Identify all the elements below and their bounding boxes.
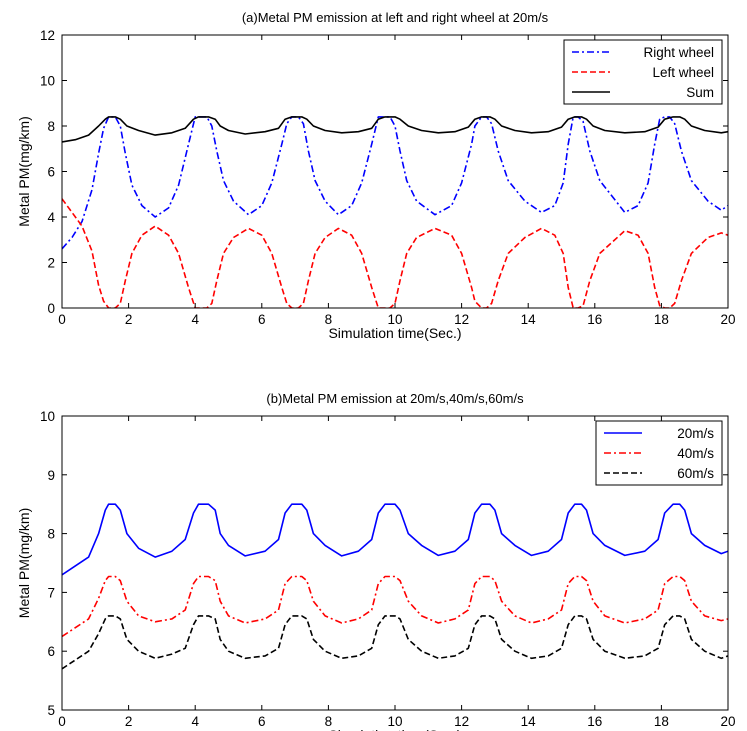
y-tick-label: 12 (40, 28, 55, 43)
x-tick-label: 14 (521, 714, 537, 729)
y-tick-label: 5 (47, 703, 55, 718)
chart-title: (a)Metal PM emission at left and right w… (242, 10, 549, 25)
series-line-left-wheel (62, 198, 728, 308)
legend-label: Sum (686, 85, 714, 100)
y-tick-label: 0 (47, 301, 55, 316)
y-tick-label: 7 (47, 585, 55, 600)
y-tick-label: 8 (47, 119, 55, 134)
x-tick-label: 14 (521, 312, 537, 327)
legend: 20m/s 40m/s 60m/s (595, 420, 723, 486)
x-tick-label: 10 (387, 312, 402, 327)
x-tick-label: 4 (191, 714, 199, 729)
x-tick-label: 0 (58, 714, 66, 729)
y-tick-label: 8 (47, 527, 55, 542)
x-tick-label: 0 (58, 312, 66, 327)
x-tick-label: 18 (654, 312, 669, 327)
x-tick-label: 4 (191, 312, 199, 327)
x-tick-label: 12 (454, 312, 469, 327)
legend-box (595, 420, 723, 486)
x-tick-label: 8 (325, 714, 333, 729)
x-tick-label: 16 (587, 312, 602, 327)
y-tick-label: 6 (47, 644, 55, 659)
series-line-60m-s (62, 615, 728, 670)
x-tick-label: 18 (654, 714, 669, 729)
chart-a: (a)Metal PM emission at left and right w… (16, 10, 736, 341)
x-tick-label: 10 (387, 714, 402, 729)
x-tick-label: 6 (258, 714, 266, 729)
chart-title: (b)Metal PM emission at 20m/s,40m/s,60m/… (266, 391, 524, 406)
y-tick-label: 10 (40, 409, 55, 424)
series-line-40m-s (62, 575, 728, 638)
y-axis-label: Metal PM(mg/km) (16, 508, 32, 618)
legend-label: 60m/s (677, 466, 714, 481)
x-axis-label: Simulation time(Sec.) (328, 727, 461, 731)
y-tick-label: 4 (47, 210, 55, 225)
chart-b: (b)Metal PM emission at 20m/s,40m/s,60m/… (16, 391, 736, 731)
x-tick-label: 6 (258, 312, 266, 327)
y-tick-label: 2 (47, 256, 55, 271)
x-tick-label: 8 (325, 312, 333, 327)
legend-label: 20m/s (677, 426, 714, 441)
series-line-20m-s (62, 503, 728, 576)
x-tick-label: 20 (720, 714, 735, 729)
y-tick-label: 6 (47, 165, 55, 180)
x-axis-label: Simulation time(Sec.) (328, 325, 461, 341)
y-tick-label: 9 (47, 468, 55, 483)
legend-label: Left wheel (652, 65, 714, 80)
x-tick-label: 2 (125, 312, 133, 327)
series-line-sum (62, 116, 728, 143)
x-tick-label: 12 (454, 714, 469, 729)
legend-label: 40m/s (677, 446, 714, 461)
y-axis-label: Metal PM(mg/km) (16, 116, 32, 226)
x-tick-label: 20 (720, 312, 735, 327)
legend-label: Right wheel (643, 45, 714, 60)
legend: Right wheel Left wheel Sum (563, 39, 723, 105)
y-tick-label: 10 (40, 74, 55, 89)
series-line-right-wheel (62, 116, 728, 250)
x-tick-label: 16 (587, 714, 602, 729)
x-tick-label: 2 (125, 714, 133, 729)
